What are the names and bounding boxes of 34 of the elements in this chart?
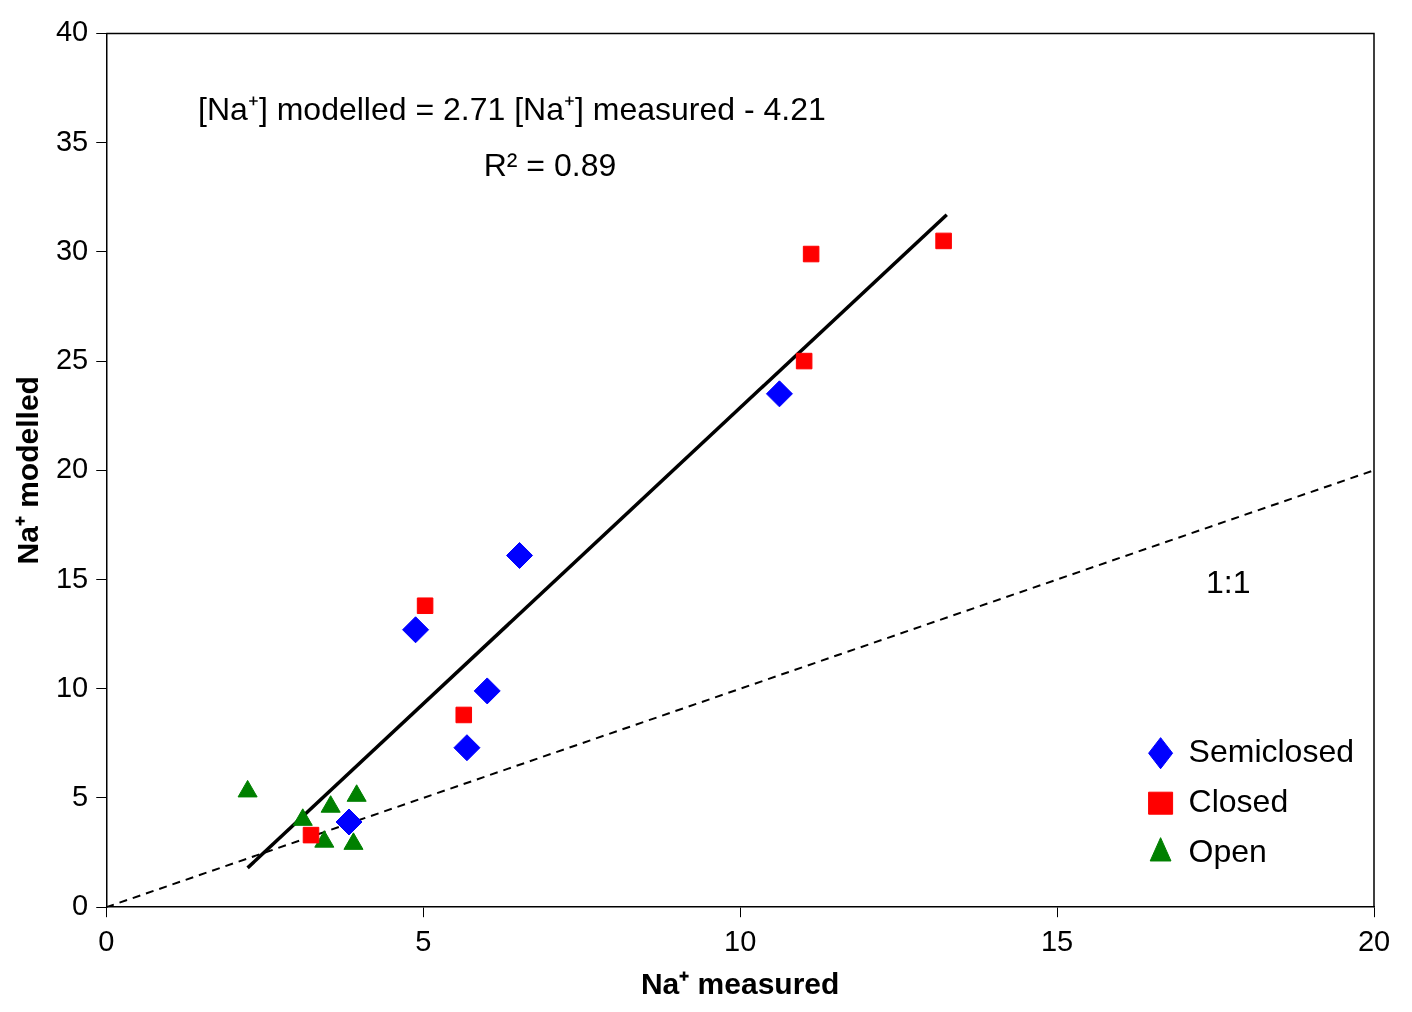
point — [416, 597, 434, 615]
y-tick-label: 40 — [55, 15, 89, 48]
x-tick-label: 15 — [1040, 924, 1074, 957]
point — [453, 734, 481, 762]
y-tick-label: 0 — [72, 889, 89, 922]
annotation: 1:1 — [1205, 563, 1251, 600]
point — [473, 677, 501, 705]
point — [765, 380, 793, 408]
point — [302, 826, 320, 844]
point — [935, 232, 952, 250]
y-axis-title: Na⁺ modelled — [11, 376, 45, 565]
y-tick-label: 20 — [55, 452, 89, 485]
y-tick-label: 15 — [55, 561, 89, 594]
x-tick-label: 5 — [415, 924, 432, 957]
annotation: R² = 0.89 — [483, 147, 617, 184]
y-tick-label: 5 — [72, 779, 89, 812]
y-tick-label: 25 — [55, 343, 89, 376]
point — [795, 352, 813, 370]
point — [802, 245, 820, 263]
x-axis-title: Na⁺ measured — [640, 967, 840, 1001]
y-tick-label: 10 — [55, 670, 89, 703]
legend-label: Closed — [1188, 783, 1289, 820]
x-tick-label: 0 — [98, 924, 115, 957]
point — [402, 616, 430, 644]
annotation: [Na⁺] modelled = 2.71 [Na⁺] measured - 4.21 — [198, 91, 826, 128]
y-tick-label: 30 — [55, 233, 89, 266]
y-tick-label: 35 — [55, 124, 89, 157]
x-tick-label: 20 — [1357, 924, 1391, 957]
point — [506, 542, 534, 569]
point — [335, 808, 363, 836]
legend-label: Open — [1188, 833, 1267, 870]
point — [455, 706, 473, 724]
x-tick-label: 10 — [724, 924, 757, 957]
legend-label: Semiclosed — [1188, 733, 1354, 770]
